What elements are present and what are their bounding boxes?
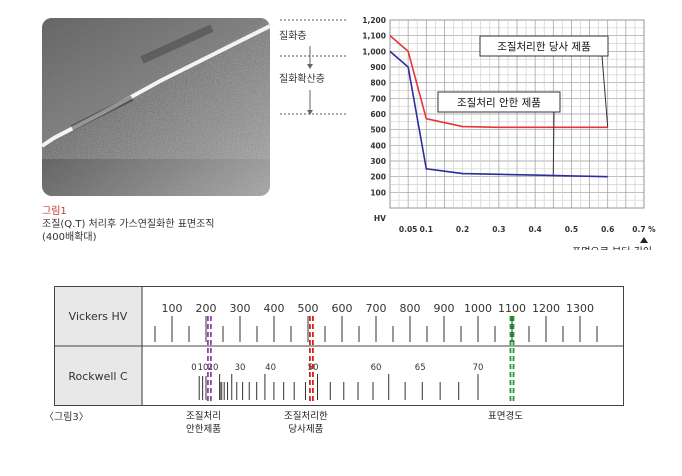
annotation-treated: 조질처리한 당사제품 (284, 411, 328, 435)
chart-callout-pointer (552, 111, 555, 176)
rockwell-row-label: Rockwell C (68, 370, 128, 383)
annotation-surface-hardness: 표면경도 (488, 411, 523, 422)
chart-y-tick-label: 1,100 (362, 32, 386, 41)
vickers-tick-label: 500 (298, 302, 319, 315)
chart-x-tick-label: 0.7 % (632, 225, 656, 234)
rockwell-tick-label: 30 (235, 363, 246, 373)
chart-y-tick-label: 500 (370, 126, 386, 135)
chart-x-axis-label: 표면으로 부터 깊이 (572, 246, 652, 250)
diffusion-layer-label: 질화확산층 (279, 74, 325, 85)
figure1-caption: 그림1 조질(Q.T) 처리후 가스연질화한 표면조직 (400배확대) (42, 205, 215, 244)
rockwell-tick-label: 70 (473, 363, 484, 373)
chart-y-tick-label: 200 (370, 173, 386, 182)
micrograph-image (42, 18, 270, 196)
chart-x-tick-label: 0.3 (492, 225, 505, 234)
chart-x-tick-label: 0.05 (399, 225, 418, 234)
vickers-row-label: Vickers HV (69, 310, 128, 323)
chart-y-tick-label: 100 (370, 188, 386, 197)
vickers-tick-label: 800 (400, 302, 421, 315)
figure1-caption-line2: (400배확대) (42, 232, 97, 243)
chart-y-tick-label: 600 (370, 110, 386, 119)
chart-series-line (389, 35, 608, 129)
nitride-layer-label: 질화층 (279, 31, 307, 42)
chart-y-tick-label: 1,200 (362, 16, 386, 25)
chart-legend-label: 조질처리 안한 제품 (457, 97, 541, 109)
annotation-untreated: 조질처리 안한제품 (186, 411, 221, 435)
chart-legend-label: 조질처리한 당사 제품 (497, 41, 591, 53)
vickers-tick-label: 600 (332, 302, 353, 315)
chart-callout-pointer (601, 55, 609, 128)
vickers-tick-label: 1300 (566, 302, 594, 315)
chart-series-line (389, 50, 608, 178)
chart-y-tick-label: 800 (370, 79, 386, 88)
figure1-caption-line1: 조질(Q.T) 처리후 가스연질화한 표면조직 (42, 219, 215, 230)
vickers-tick-label: 200 (196, 302, 217, 315)
vickers-tick-label: 1000 (464, 302, 492, 315)
vickers-tick-label: 400 (264, 302, 285, 315)
rockwell-tick-label: 10 (198, 363, 209, 373)
chart-x-tick-label: 0.6 (601, 225, 614, 234)
hardness-depth-chart: 1,200 1,100 1,000 900 800 700 600 500 400 300 200 1… (362, 16, 656, 250)
chart-x-tick-label: 0.1 (420, 225, 433, 234)
vickers-tick-label: 1200 (532, 302, 560, 315)
chart-callout-box (437, 91, 561, 113)
chart-y-tick-label: 300 (370, 157, 386, 166)
chart-y-tick-label: 900 (370, 63, 386, 72)
chart-callout-box (479, 35, 609, 57)
vickers-tick-label: 300 (230, 302, 251, 315)
chart-x-tick-label: 0.2 (456, 225, 469, 234)
chart-x-arrow-icon (640, 237, 648, 243)
chart-y-tick-label: 700 (370, 94, 386, 103)
vickers-tick-label: 900 (434, 302, 455, 315)
vickers-tick-label: 700 (366, 302, 387, 315)
rockwell-tick-label: 20 (208, 363, 219, 373)
rockwell-tick-label: 60 (371, 363, 382, 373)
figure3-caption: 〈그림3〉 (44, 412, 89, 423)
vickers-tick-label: 1100 (498, 302, 526, 315)
chart-y-tick-label: 1,000 (362, 47, 386, 56)
chart-y-tick-label: 400 (370, 141, 386, 150)
figure1-number: 그림1 (42, 206, 67, 217)
hardness-conversion-scale: Vickers HV Rockwell C 100 200 300 400 500 600 70… (54, 286, 624, 406)
chart-x-tick-label: 0.4 (528, 225, 541, 234)
rockwell-tick-label: 0 (191, 363, 196, 373)
rockwell-tick-label: 65 (415, 363, 426, 373)
chart-x-tick-label: 0.5 (565, 225, 578, 234)
vickers-tick-label: 100 (162, 302, 183, 315)
rockwell-tick-label: 40 (265, 363, 276, 373)
chart-y-tick-label: HV (374, 214, 386, 223)
layer-markers (280, 19, 348, 115)
